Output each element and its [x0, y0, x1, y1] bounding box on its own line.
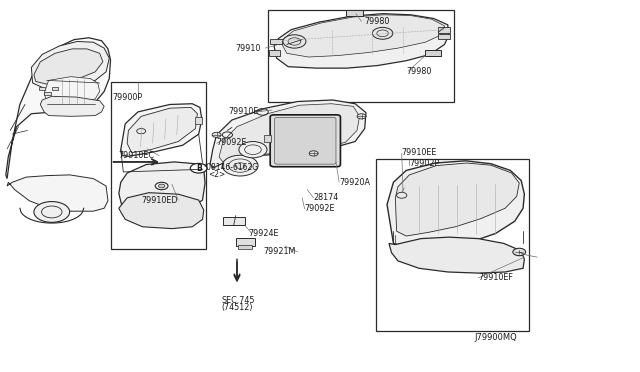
- Text: B: B: [196, 164, 202, 173]
- Polygon shape: [119, 162, 205, 220]
- Polygon shape: [121, 104, 202, 156]
- Circle shape: [235, 163, 245, 169]
- Circle shape: [34, 202, 70, 222]
- Polygon shape: [127, 108, 197, 153]
- Text: 79910EE: 79910EE: [402, 148, 437, 157]
- Circle shape: [222, 155, 258, 176]
- Text: 79921M: 79921M: [264, 247, 296, 256]
- Polygon shape: [274, 14, 449, 68]
- Circle shape: [212, 132, 221, 137]
- Text: J79900MQ: J79900MQ: [474, 333, 517, 342]
- Bar: [270, 39, 282, 44]
- Circle shape: [190, 163, 207, 173]
- Bar: [269, 50, 280, 55]
- Bar: [376, 159, 529, 331]
- Bar: [238, 245, 252, 249]
- Text: 79920A: 79920A: [339, 178, 370, 187]
- Text: 79902P: 79902P: [410, 159, 440, 168]
- Text: 79910EC: 79910EC: [119, 151, 155, 160]
- Text: 79924E: 79924E: [248, 229, 279, 238]
- Polygon shape: [119, 193, 204, 229]
- Bar: [39, 87, 45, 90]
- Bar: [438, 34, 450, 39]
- Text: 28174: 28174: [314, 193, 339, 202]
- Polygon shape: [396, 163, 519, 236]
- Text: 79900P: 79900P: [113, 93, 143, 102]
- Circle shape: [372, 28, 393, 39]
- Polygon shape: [44, 77, 100, 105]
- Text: 79910E: 79910E: [228, 108, 259, 116]
- Circle shape: [513, 248, 525, 256]
- Bar: [426, 49, 442, 55]
- Polygon shape: [7, 175, 108, 211]
- Bar: [111, 82, 206, 249]
- Bar: [195, 117, 202, 124]
- Bar: [264, 135, 271, 142]
- Polygon shape: [210, 100, 366, 168]
- Text: 79910ED: 79910ED: [141, 196, 178, 205]
- FancyBboxPatch shape: [275, 118, 336, 164]
- Text: <2>: <2>: [208, 170, 225, 179]
- Polygon shape: [34, 49, 103, 84]
- Circle shape: [283, 35, 306, 48]
- Polygon shape: [387, 161, 524, 249]
- Text: SEC.745: SEC.745: [221, 296, 255, 305]
- Polygon shape: [40, 96, 104, 116]
- Bar: [44, 92, 51, 95]
- Circle shape: [357, 114, 366, 119]
- Circle shape: [309, 151, 318, 156]
- Polygon shape: [389, 237, 524, 273]
- Polygon shape: [6, 38, 111, 179]
- Polygon shape: [219, 104, 360, 162]
- FancyBboxPatch shape: [270, 115, 340, 167]
- Polygon shape: [280, 15, 445, 57]
- Circle shape: [159, 184, 165, 188]
- Bar: [346, 10, 364, 16]
- Text: 79980: 79980: [365, 17, 390, 26]
- Text: 79092E: 79092E: [305, 205, 335, 214]
- Text: ³08146-6162G: ³08146-6162G: [204, 163, 259, 172]
- Text: 79092E: 79092E: [216, 138, 247, 147]
- Bar: [268, 10, 454, 102]
- Bar: [223, 217, 245, 225]
- Text: (74512): (74512): [221, 303, 253, 312]
- Bar: [236, 238, 255, 246]
- Bar: [438, 28, 450, 33]
- Text: 79910: 79910: [236, 44, 261, 52]
- Polygon shape: [31, 41, 109, 89]
- Bar: [52, 87, 58, 90]
- Circle shape: [239, 141, 267, 158]
- Text: 79980: 79980: [407, 67, 432, 76]
- Text: 79910EF: 79910EF: [478, 273, 513, 282]
